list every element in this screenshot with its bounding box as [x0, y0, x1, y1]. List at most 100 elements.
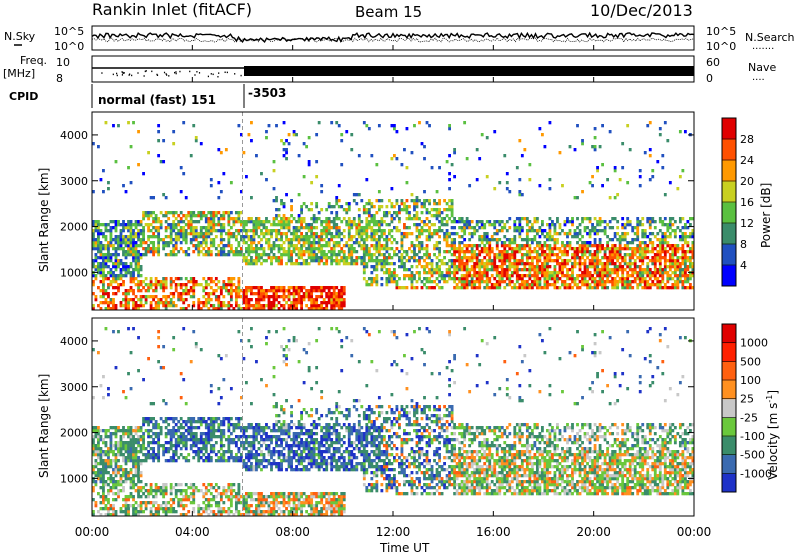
power-cell — [563, 274, 567, 278]
velocity-cell — [132, 513, 135, 517]
power-cell — [169, 253, 173, 257]
power-cell — [372, 244, 376, 248]
power-cell — [330, 295, 334, 299]
power-cell — [628, 265, 632, 269]
power-cell — [307, 244, 311, 248]
velocity-cell — [142, 486, 145, 490]
power-cell — [663, 268, 667, 272]
power-cell — [315, 295, 319, 299]
power-cell — [177, 298, 181, 302]
power-cell — [142, 211, 145, 215]
power-cell — [285, 139, 288, 143]
power-cell — [415, 205, 419, 209]
power-cell — [681, 283, 685, 287]
power-cell — [99, 241, 103, 245]
power-cell — [505, 229, 509, 233]
power-cell — [250, 235, 253, 239]
power-cell — [661, 244, 665, 248]
power-cell — [164, 295, 168, 299]
power-cell — [142, 235, 145, 239]
power-cell — [345, 256, 349, 260]
power-cell — [410, 241, 414, 245]
power-cell — [435, 214, 439, 218]
power-cell — [234, 289, 238, 293]
power-cell — [102, 256, 105, 260]
power-cell — [285, 238, 288, 242]
power-cell — [518, 244, 522, 248]
power-cell — [415, 214, 419, 218]
power-cell — [588, 229, 592, 233]
power-cell — [152, 295, 156, 299]
power-cell — [535, 262, 539, 266]
velocity-cell — [184, 483, 188, 487]
power-cell — [342, 235, 346, 239]
power-cell — [104, 256, 108, 260]
power-cell — [395, 211, 399, 215]
velocity-cell — [139, 471, 143, 475]
power-cell — [571, 286, 574, 290]
power-cell — [305, 295, 309, 299]
power-cell — [320, 301, 324, 305]
power-cell — [272, 304, 276, 308]
power-cell — [571, 235, 574, 239]
power-cell — [646, 256, 650, 260]
power-cell — [558, 250, 562, 254]
power-cell — [337, 229, 341, 233]
power-cell — [245, 262, 248, 266]
power-cell — [628, 241, 632, 245]
power-cell — [340, 238, 344, 242]
power-cell — [290, 286, 293, 290]
power-cell — [227, 277, 231, 281]
velocity-cell — [169, 429, 173, 433]
velocity-cell — [114, 435, 118, 439]
power-cell — [340, 163, 344, 167]
power-cell — [290, 220, 293, 224]
power-cell — [217, 223, 221, 227]
power-cell — [315, 235, 319, 239]
power-cell — [340, 298, 344, 302]
power-cell — [636, 238, 640, 242]
power-cell — [455, 220, 459, 224]
power-cell — [398, 220, 401, 224]
power-cell — [676, 277, 680, 281]
power-cell — [468, 244, 472, 248]
velocity-cell — [189, 429, 193, 433]
power-cell — [616, 259, 620, 263]
velocity-cell — [167, 510, 171, 514]
power-cell — [596, 280, 599, 284]
power-cell — [543, 241, 547, 245]
power-cell — [533, 268, 537, 272]
velocity-cell — [109, 507, 113, 511]
power-cell — [365, 283, 369, 287]
power-cell — [513, 268, 517, 272]
power-cell — [483, 235, 487, 239]
power-cell — [413, 199, 416, 203]
power-cell — [277, 208, 281, 212]
power-cell — [636, 286, 640, 290]
power-cell — [681, 259, 685, 263]
power-cell — [658, 244, 662, 248]
velocity-cell — [182, 435, 186, 439]
power-cell — [533, 283, 537, 287]
power-cell — [410, 151, 414, 155]
power-cell — [583, 262, 587, 266]
velocity-cell — [182, 504, 186, 508]
power-cell — [623, 235, 627, 239]
power-cell — [455, 247, 459, 251]
cpid-mode-2: -3503 — [248, 86, 286, 100]
power-cell — [458, 220, 462, 224]
power-cell — [646, 280, 650, 284]
power-cell — [413, 223, 416, 227]
power-cell — [616, 250, 620, 254]
power-cell — [292, 298, 296, 302]
power-cell — [636, 265, 640, 269]
power-cell — [164, 286, 168, 290]
power-cell — [596, 286, 599, 290]
velocity-cell — [122, 480, 125, 484]
velocity-cell — [127, 477, 130, 481]
power-cell — [335, 196, 339, 200]
velocity-cell — [167, 507, 171, 511]
power-cell — [300, 307, 303, 311]
power-cell — [581, 280, 584, 284]
power-cell — [538, 265, 542, 269]
